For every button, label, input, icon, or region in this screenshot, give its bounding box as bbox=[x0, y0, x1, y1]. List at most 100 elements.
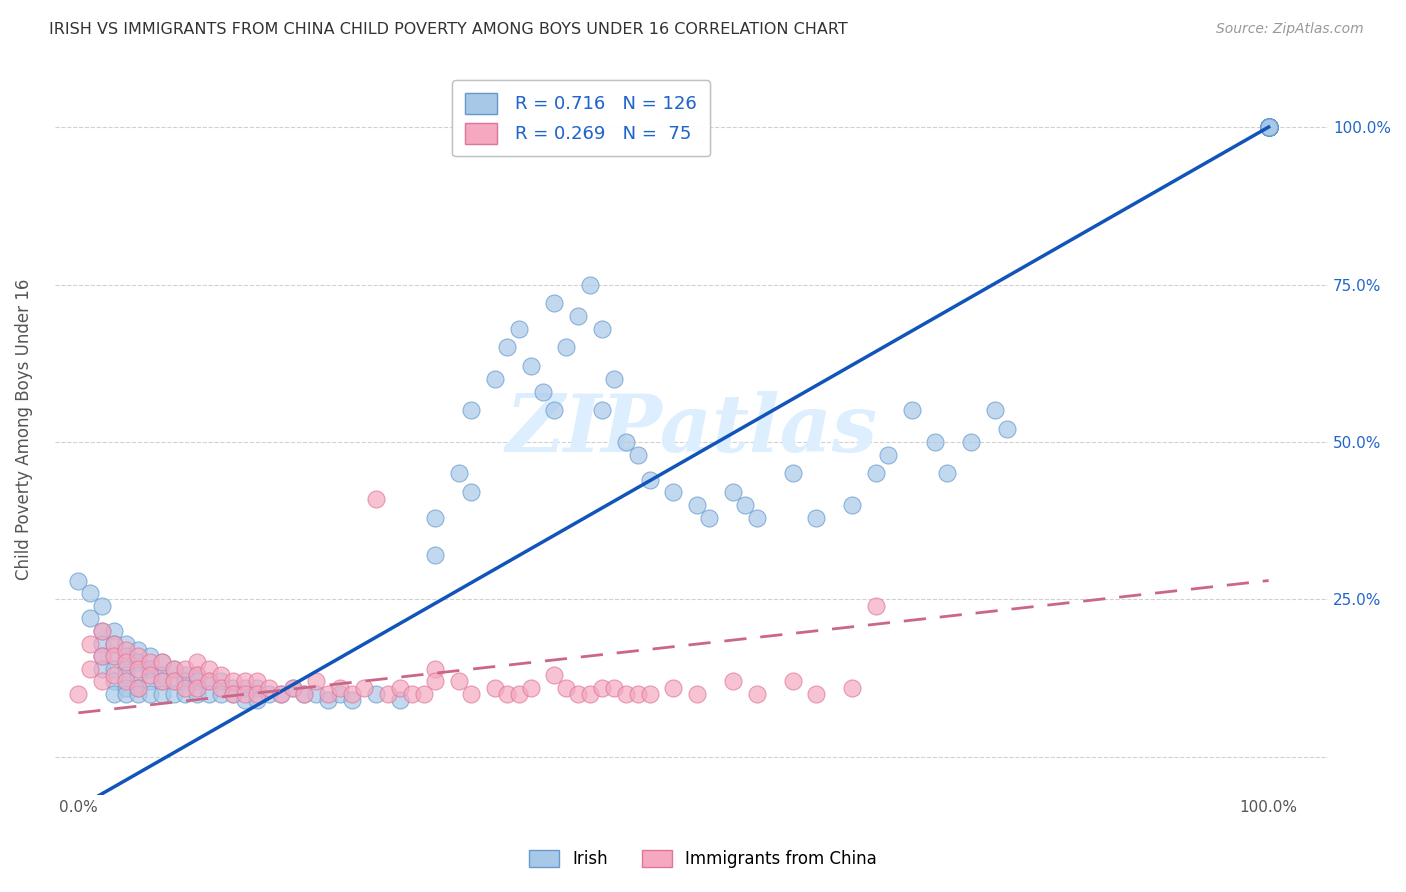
Point bbox=[484, 372, 506, 386]
Point bbox=[91, 649, 114, 664]
Point bbox=[222, 674, 245, 689]
Point bbox=[115, 643, 138, 657]
Point bbox=[388, 681, 411, 695]
Point bbox=[995, 422, 1018, 436]
Point bbox=[257, 687, 280, 701]
Point bbox=[1257, 120, 1279, 134]
Point bbox=[1257, 120, 1279, 134]
Point bbox=[1257, 120, 1279, 134]
Point bbox=[638, 473, 661, 487]
Point bbox=[115, 681, 138, 695]
Point bbox=[115, 668, 138, 682]
Point bbox=[865, 599, 887, 613]
Point bbox=[103, 687, 125, 701]
Point bbox=[721, 674, 744, 689]
Point bbox=[1257, 120, 1279, 134]
Point bbox=[91, 599, 114, 613]
Point bbox=[186, 681, 208, 695]
Point bbox=[1257, 120, 1279, 134]
Point bbox=[222, 681, 245, 695]
Point bbox=[1257, 120, 1279, 134]
Point bbox=[460, 687, 482, 701]
Point bbox=[1257, 120, 1279, 134]
Point bbox=[638, 687, 661, 701]
Point bbox=[79, 611, 101, 625]
Point bbox=[139, 687, 162, 701]
Point bbox=[627, 448, 650, 462]
Point bbox=[91, 636, 114, 650]
Point bbox=[865, 467, 887, 481]
Point bbox=[198, 662, 221, 676]
Point bbox=[449, 467, 471, 481]
Point bbox=[579, 277, 602, 292]
Point bbox=[115, 662, 138, 676]
Point bbox=[1257, 120, 1279, 134]
Point bbox=[543, 296, 565, 310]
Point bbox=[139, 649, 162, 664]
Point bbox=[115, 636, 138, 650]
Point bbox=[662, 681, 685, 695]
Point bbox=[734, 498, 756, 512]
Point bbox=[329, 681, 352, 695]
Point bbox=[91, 649, 114, 664]
Point bbox=[139, 668, 162, 682]
Point bbox=[222, 687, 245, 701]
Point bbox=[281, 681, 304, 695]
Point bbox=[627, 687, 650, 701]
Point bbox=[806, 510, 828, 524]
Point bbox=[233, 681, 256, 695]
Point bbox=[115, 687, 138, 701]
Point bbox=[1257, 120, 1279, 134]
Point bbox=[162, 662, 184, 676]
Point bbox=[103, 649, 125, 664]
Point bbox=[519, 681, 541, 695]
Point bbox=[103, 668, 125, 682]
Point bbox=[91, 624, 114, 638]
Point bbox=[103, 624, 125, 638]
Point bbox=[1257, 120, 1279, 134]
Point bbox=[150, 674, 173, 689]
Point bbox=[1257, 120, 1279, 134]
Point bbox=[364, 491, 387, 506]
Point bbox=[91, 662, 114, 676]
Point bbox=[281, 681, 304, 695]
Point bbox=[198, 674, 221, 689]
Point bbox=[567, 687, 589, 701]
Point bbox=[900, 403, 922, 417]
Point bbox=[127, 681, 149, 695]
Legend: R = 0.716   N = 126, R = 0.269   N =  75: R = 0.716 N = 126, R = 0.269 N = 75 bbox=[451, 80, 710, 156]
Point bbox=[555, 341, 578, 355]
Point bbox=[246, 674, 269, 689]
Point bbox=[614, 434, 637, 449]
Point bbox=[721, 485, 744, 500]
Point bbox=[91, 674, 114, 689]
Point bbox=[984, 403, 1007, 417]
Point bbox=[686, 498, 709, 512]
Point bbox=[186, 687, 208, 701]
Point bbox=[591, 321, 613, 335]
Point bbox=[127, 681, 149, 695]
Point bbox=[340, 687, 363, 701]
Point bbox=[936, 467, 959, 481]
Point bbox=[150, 668, 173, 682]
Point bbox=[115, 656, 138, 670]
Point bbox=[305, 687, 328, 701]
Point bbox=[103, 674, 125, 689]
Point bbox=[103, 636, 125, 650]
Text: IRISH VS IMMIGRANTS FROM CHINA CHILD POVERTY AMONG BOYS UNDER 16 CORRELATION CHA: IRISH VS IMMIGRANTS FROM CHINA CHILD POV… bbox=[49, 22, 848, 37]
Point bbox=[209, 687, 232, 701]
Point bbox=[162, 687, 184, 701]
Point bbox=[543, 668, 565, 682]
Point bbox=[1257, 120, 1279, 134]
Point bbox=[198, 674, 221, 689]
Point bbox=[340, 693, 363, 707]
Point bbox=[1257, 120, 1279, 134]
Point bbox=[103, 636, 125, 650]
Point bbox=[960, 434, 983, 449]
Point bbox=[1257, 120, 1279, 134]
Point bbox=[425, 662, 447, 676]
Point bbox=[139, 662, 162, 676]
Point bbox=[174, 674, 197, 689]
Point bbox=[1257, 120, 1279, 134]
Point bbox=[782, 467, 804, 481]
